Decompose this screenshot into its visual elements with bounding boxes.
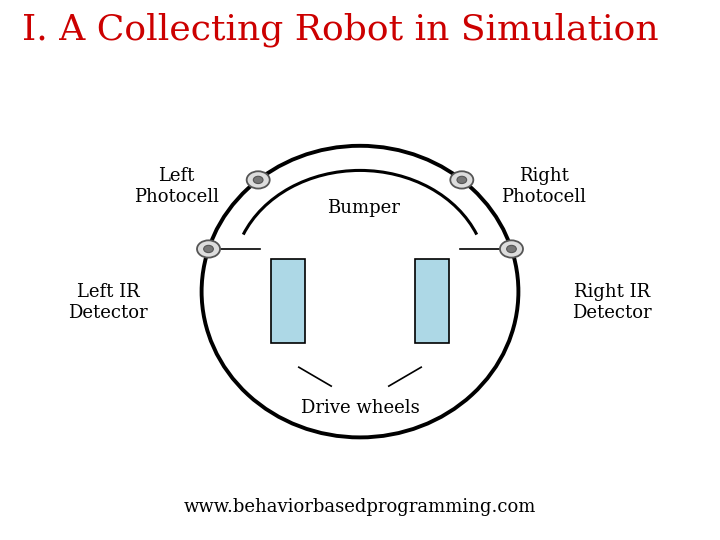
Text: Bumper: Bumper <box>327 199 400 217</box>
Circle shape <box>247 171 270 188</box>
Ellipse shape <box>202 146 518 437</box>
Text: Right
Photocell: Right Photocell <box>501 167 586 206</box>
Circle shape <box>457 176 467 184</box>
Circle shape <box>253 176 263 184</box>
Text: Left IR
Detector: Left IR Detector <box>68 283 148 322</box>
Circle shape <box>500 240 523 258</box>
Text: Left
Photocell: Left Photocell <box>134 167 219 206</box>
Text: Right IR
Detector: Right IR Detector <box>572 283 652 322</box>
Circle shape <box>204 245 213 253</box>
Text: www.behaviorbasedprogramming.com: www.behaviorbasedprogramming.com <box>184 497 536 516</box>
Circle shape <box>507 245 516 253</box>
Text: I. A Collecting Robot in Simulation: I. A Collecting Robot in Simulation <box>22 12 658 47</box>
Circle shape <box>450 171 473 188</box>
Bar <box>271 259 305 343</box>
Circle shape <box>197 240 220 258</box>
Bar <box>415 259 449 343</box>
Text: Drive wheels: Drive wheels <box>301 399 419 417</box>
